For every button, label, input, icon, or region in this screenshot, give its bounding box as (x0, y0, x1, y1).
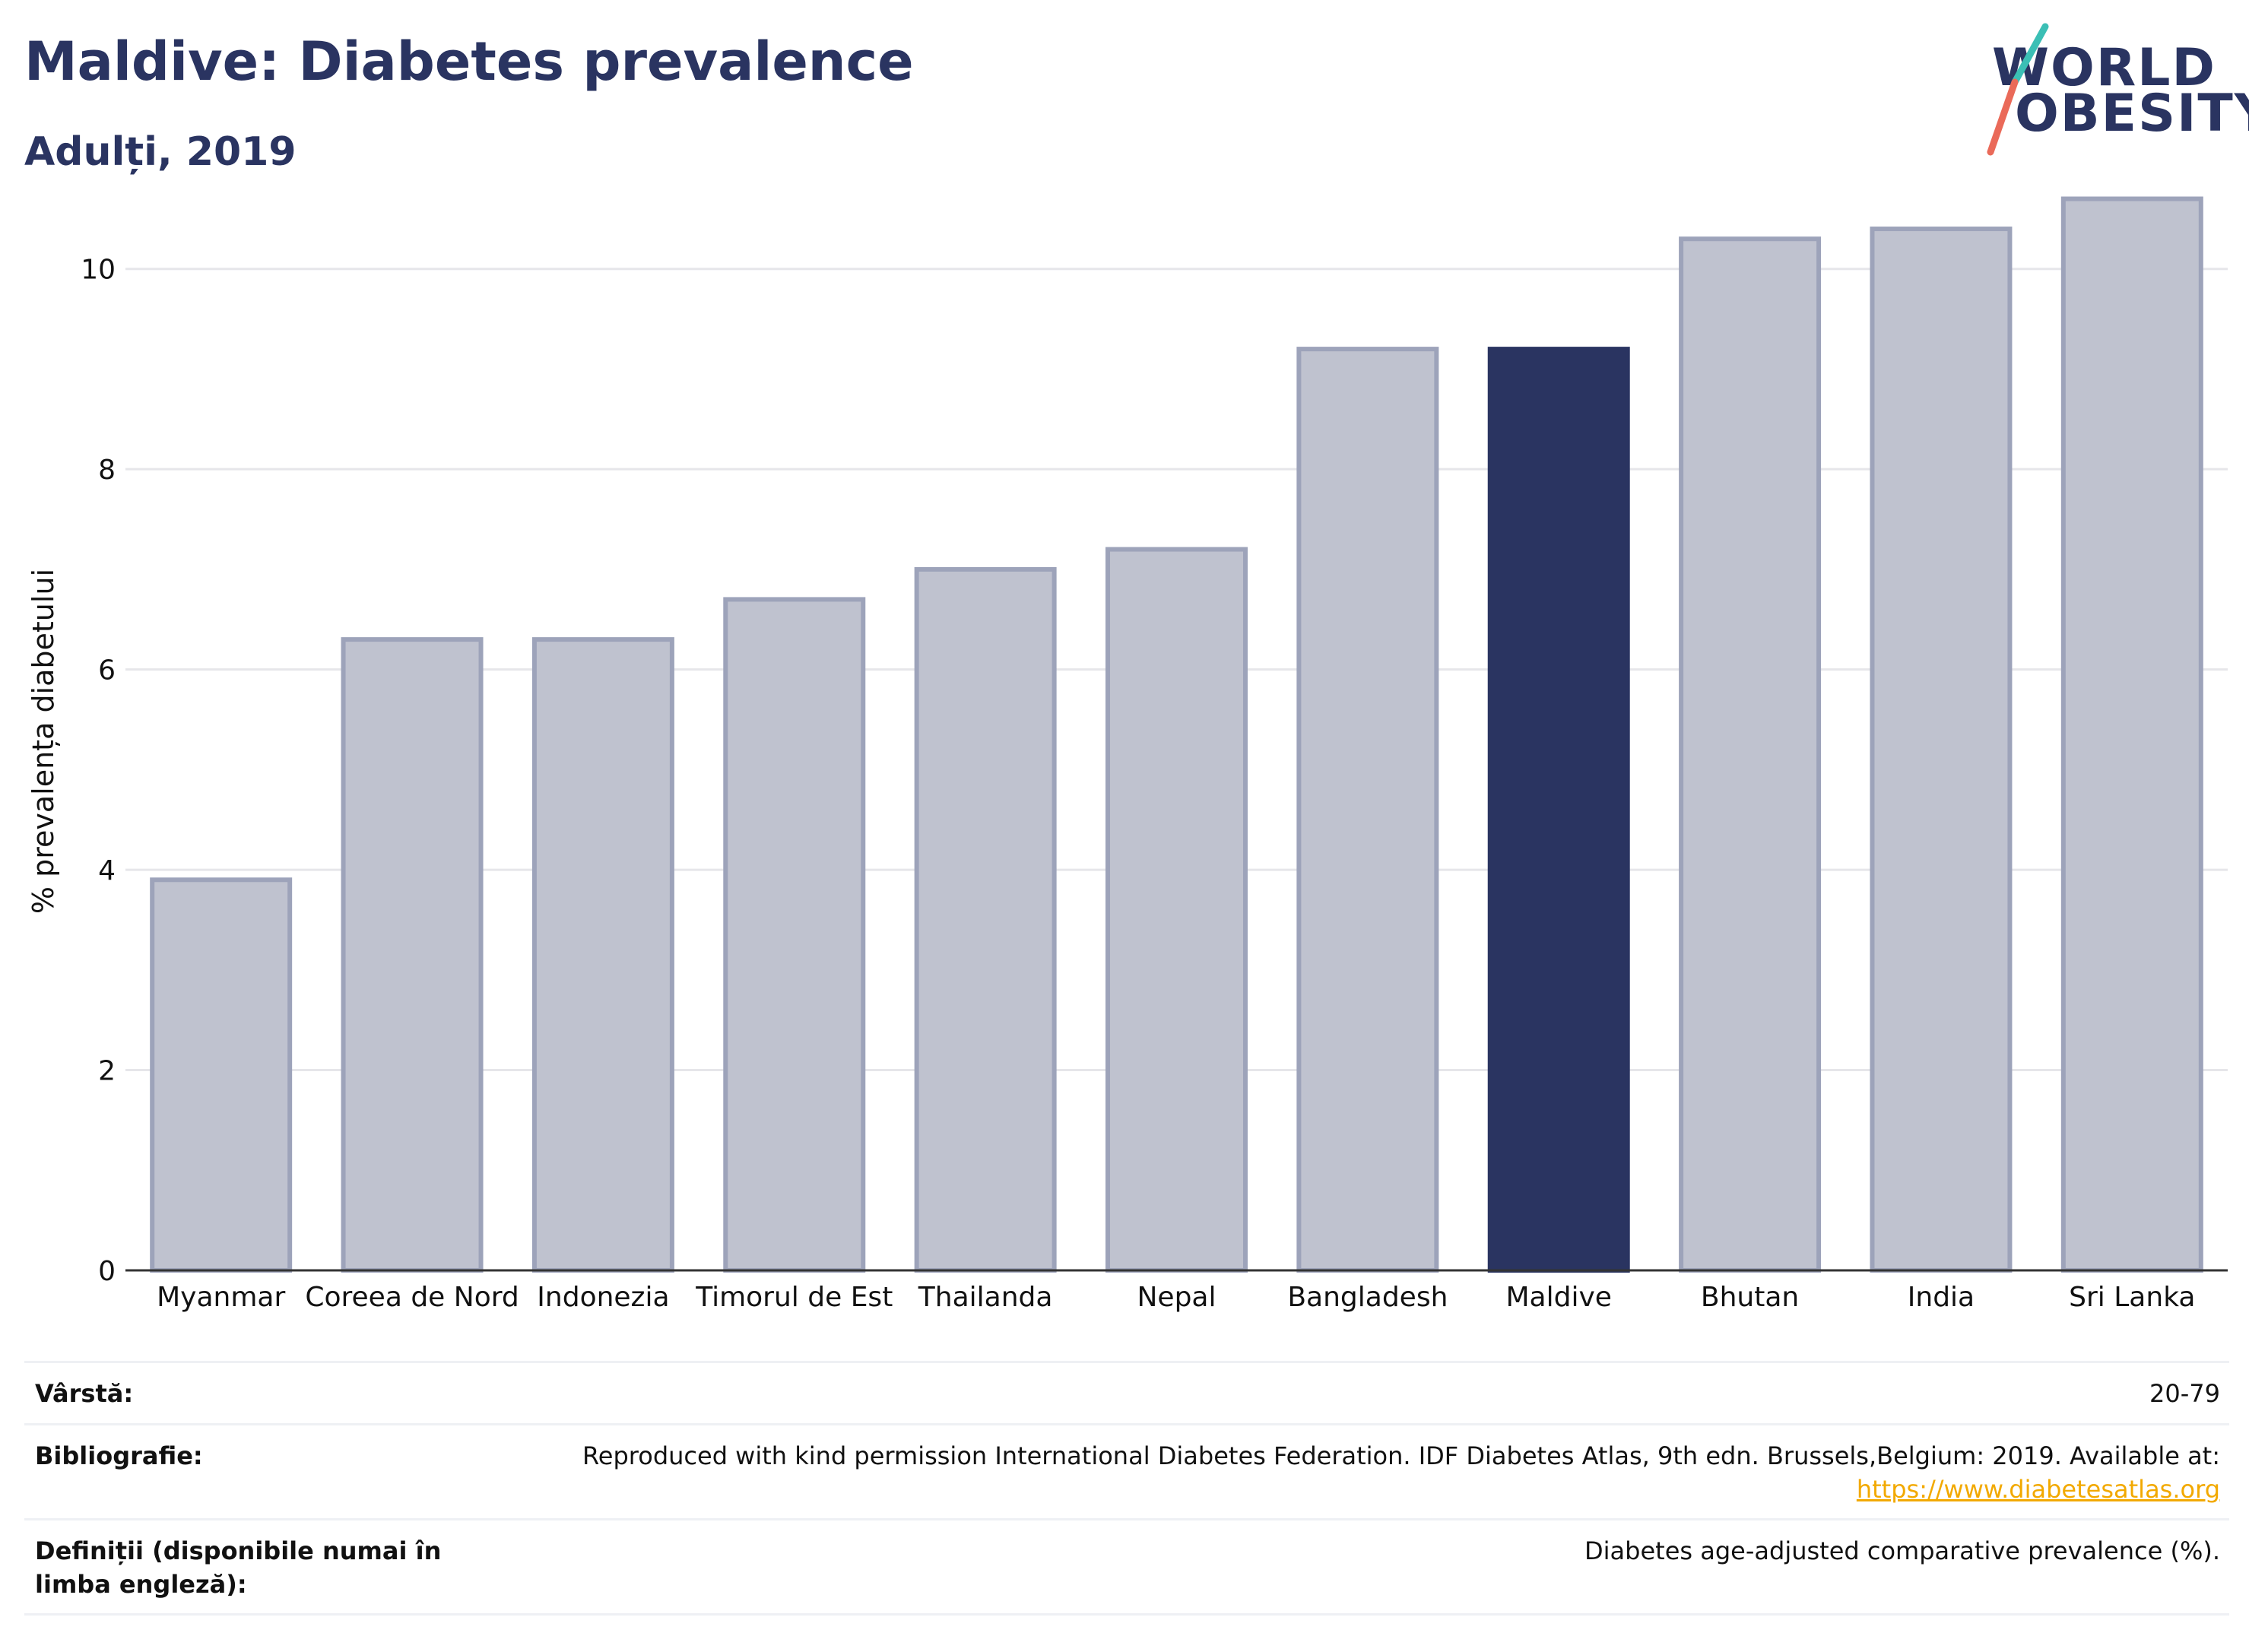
x-tick-label: Bhutan (1701, 1282, 1799, 1313)
x-tick-label: India (1908, 1282, 1975, 1313)
logo-line-1: WORLD (1992, 38, 2216, 98)
info-table-bottom-border (24, 1613, 2229, 1616)
y-tick-label: 10 (81, 255, 116, 286)
bibliography-text: Reproduced with kind permission Internat… (582, 1441, 2220, 1470)
definitions-label: Definiții (disponibile numai în limba en… (35, 1536, 442, 1599)
x-tick-label: Myanmar (157, 1282, 285, 1313)
y-axis-label: % prevalența diabetului (27, 569, 60, 914)
bar-bangladesh[interactable] (1296, 347, 1439, 1273)
bar-myanmar[interactable] (150, 877, 293, 1273)
bar-nepal[interactable] (1105, 547, 1248, 1273)
bar-sri-lanka[interactable] (2060, 196, 2203, 1273)
y-axis-ticks: 0 2 4 6 8 10 (81, 255, 116, 1287)
y-tick-label: 8 (98, 455, 116, 486)
definitions-value: Diabetes age-adjusted comparative preval… (1584, 1536, 2220, 1565)
chart-bars (150, 196, 2203, 1273)
x-tick-label: Thailanda (918, 1282, 1053, 1313)
page-title: Maldive: Diabetes prevalence (24, 30, 914, 93)
x-tick-label: Indonezia (537, 1282, 669, 1313)
logo-line-2: OBESITY (2015, 84, 2249, 144)
x-tick-label: Sri Lanka (2069, 1282, 2195, 1313)
y-tick-label: 4 (98, 855, 116, 886)
y-tick-label: 0 (98, 1256, 116, 1287)
x-tick-label: Nepal (1137, 1282, 1216, 1313)
info-row-definitions: Definiții (disponibile numai în limba en… (24, 1518, 2229, 1616)
bar-thailanda[interactable] (914, 566, 1057, 1273)
info-row-bibliography: Bibliografie: Reproduced with kind permi… (24, 1423, 2229, 1520)
bar-timorul-de-est[interactable] (723, 597, 866, 1273)
bar-chart: 0 2 4 6 8 10 Myanmar Coreea de Nord Indonezia Ti… (27, 196, 2228, 1313)
bar-india[interactable] (1870, 227, 2013, 1273)
x-axis-ticks: Myanmar Coreea de Nord Indonezia Timorul de… (157, 1282, 2195, 1313)
age-label: Vârstă: (35, 1379, 134, 1408)
x-tick-label: Timorul de Est (695, 1282, 893, 1313)
bar-coreea-de-nord[interactable] (341, 637, 484, 1273)
bibliography-label: Bibliografie: (35, 1441, 203, 1470)
info-row-age: Vârstă: 20-79 (24, 1361, 2229, 1425)
x-tick-label: Coreea de Nord (305, 1282, 519, 1313)
bibliography-value: Reproduced with kind permission Internat… (547, 1439, 2220, 1506)
bar-maldive[interactable] (1487, 347, 1630, 1273)
diabetes-atlas-link[interactable]: https://www.diabetesatlas.org (1856, 1475, 2220, 1504)
y-tick-label: 2 (98, 1056, 116, 1087)
page-subtitle: Adulți, 2019 (24, 129, 297, 175)
x-tick-label: Maldive (1506, 1282, 1612, 1313)
world-obesity-logo[interactable]: WORLD OBESITY (1977, 23, 2249, 160)
bar-bhutan[interactable] (1679, 236, 1822, 1273)
logo-slash-icon (1987, 23, 2049, 156)
age-value: 20-79 (2149, 1379, 2220, 1408)
y-tick-label: 6 (98, 655, 116, 686)
x-tick-label: Bangladesh (1287, 1282, 1448, 1313)
bar-indonezia[interactable] (531, 637, 674, 1273)
